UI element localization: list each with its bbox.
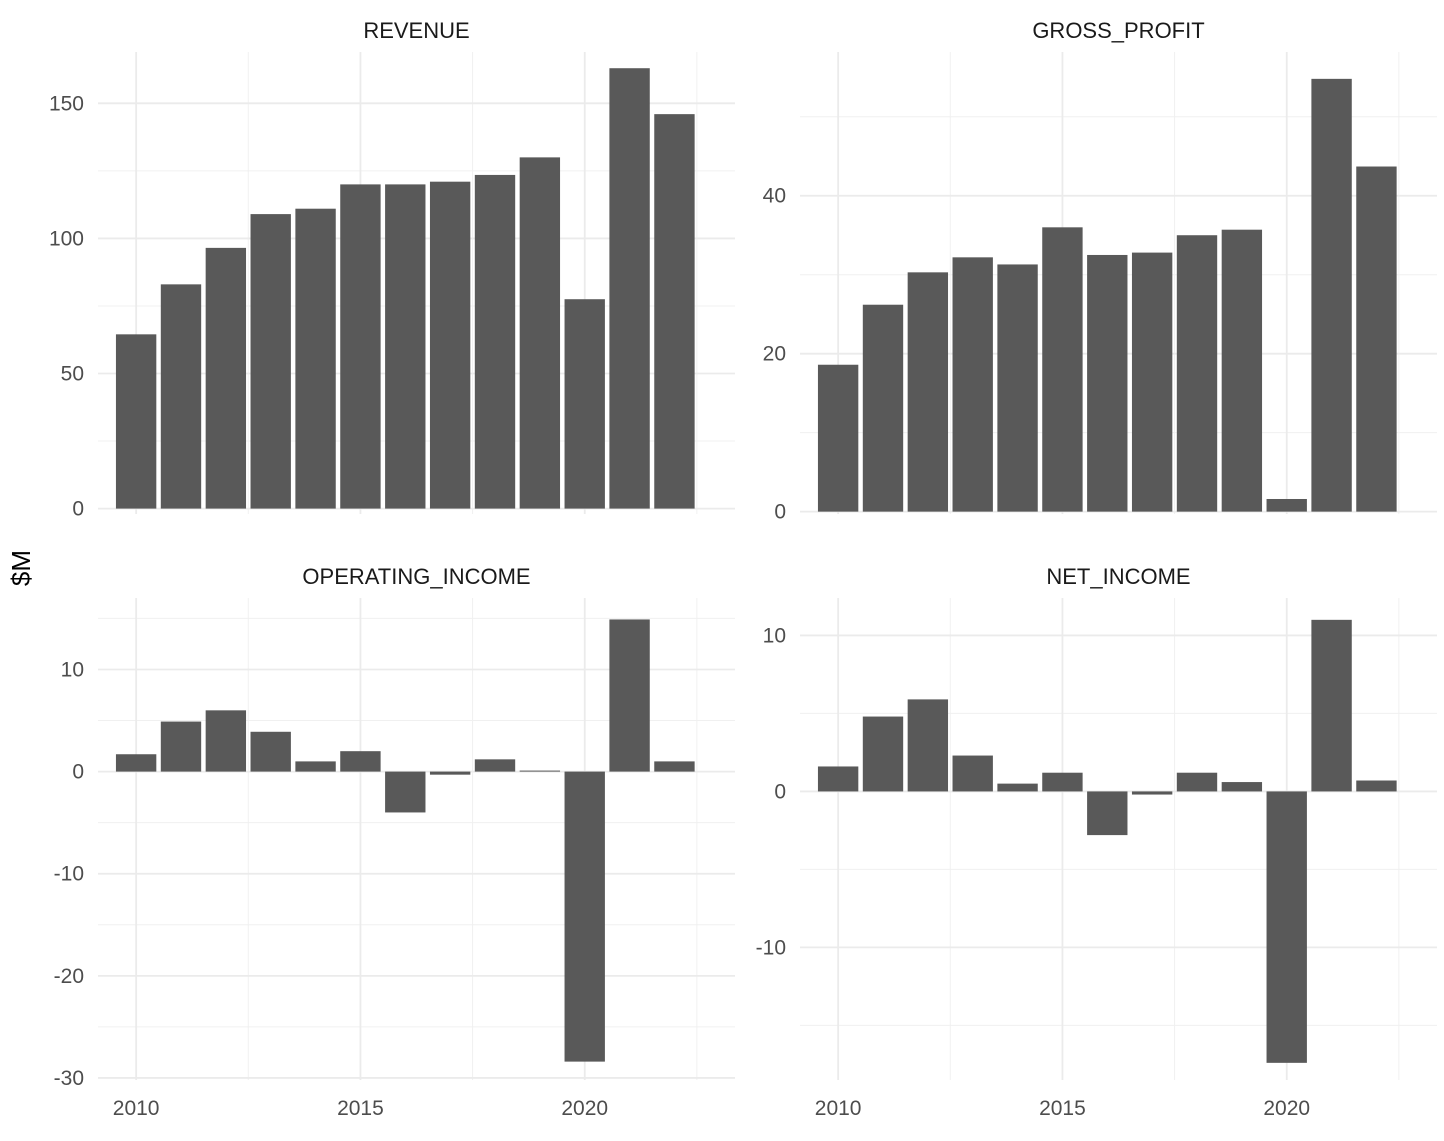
x-tick-label: 2020 (561, 1097, 608, 1120)
bar-2018 (1176, 772, 1218, 792)
panel-gross-profit: 0 20 40 GROSS_PROFIT (763, 18, 1437, 524)
panel-title: OPERATING_INCOME (302, 564, 530, 589)
bar-2014 (295, 761, 336, 772)
bar-2014 (295, 208, 336, 509)
bar-2011 (160, 284, 202, 509)
bar-2018 (474, 759, 516, 772)
panel-title: REVENUE (363, 18, 469, 43)
bar-2014 (997, 264, 1038, 512)
bar-2011 (160, 721, 202, 772)
bar-2017 (429, 181, 471, 509)
bar-2017 (1131, 252, 1173, 512)
bar-2021 (609, 68, 650, 509)
y-tick-label: -10 (54, 863, 84, 886)
bar-2016 (385, 771, 426, 813)
bar-2010 (817, 766, 859, 792)
panel-operating-income: -30 -20 -10 0 10 2010 2015 2020 OPERATING_INCOME (54, 564, 735, 1120)
bar-2016 (1087, 254, 1128, 512)
bar-2012 (205, 247, 247, 509)
y-tick-label: -20 (54, 965, 84, 988)
bar-2020 (1266, 498, 1307, 512)
y-tick-label: 150 (49, 92, 84, 115)
bar-2012 (205, 710, 247, 772)
bar-2022 (1356, 166, 1397, 512)
bar-2015 (1042, 227, 1083, 512)
bar-2019 (519, 770, 561, 772)
bar-2011 (862, 304, 904, 512)
bar-2014 (997, 783, 1038, 792)
bar-2017 (429, 771, 471, 775)
y-tick-label: 10 (61, 658, 84, 681)
bar-2013 (250, 731, 291, 772)
x-tick-label: 2010 (113, 1097, 160, 1120)
x-tick-label: 2010 (815, 1097, 862, 1120)
bar-2019 (1221, 782, 1263, 792)
panel-title: GROSS_PROFIT (1032, 18, 1204, 43)
y-tick-label: 20 (763, 343, 786, 366)
bar-2010 (115, 334, 157, 509)
bar-2019 (519, 157, 561, 509)
bar-2010 (115, 754, 157, 772)
bar-2013 (952, 257, 993, 512)
y-tick-label: -30 (54, 1067, 84, 1090)
bar-2021 (1311, 78, 1352, 512)
y-tick-label: 40 (763, 185, 786, 208)
y-tick-label: 0 (774, 780, 786, 803)
y-tick-label: 10 (763, 624, 786, 647)
bar-2022 (654, 761, 695, 772)
bar-2022 (1356, 780, 1397, 792)
bar-2020 (1266, 791, 1307, 1063)
bar-2018 (474, 174, 516, 509)
y-tick-label: 0 (72, 498, 84, 521)
bar-2018 (1176, 235, 1218, 512)
y-tick-label: 0 (72, 761, 84, 784)
bar-2015 (340, 751, 381, 772)
bar-2012 (907, 699, 949, 792)
bar-2017 (1131, 791, 1173, 795)
bar-2015 (1042, 772, 1083, 792)
panel-revenue: 0 50 100 150 REVENUE (49, 18, 735, 521)
bar-2010 (817, 364, 859, 512)
panel-title: NET_INCOME (1046, 564, 1190, 589)
bar-2016 (1087, 791, 1128, 836)
x-tick-label: 2015 (1039, 1097, 1086, 1120)
bar-2022 (654, 114, 695, 509)
y-tick-label: -10 (756, 936, 786, 959)
bar-2020 (564, 299, 605, 509)
y-tick-label: 50 (61, 363, 84, 386)
bar-2015 (340, 184, 381, 509)
bar-2013 (952, 755, 993, 792)
bar-2013 (250, 214, 291, 509)
y-tick-label: 100 (49, 227, 84, 250)
bar-2019 (1221, 229, 1263, 512)
x-tick-label: 2020 (1263, 1097, 1310, 1120)
x-tick-label: 2015 (337, 1097, 384, 1120)
bar-2016 (385, 184, 426, 509)
panel-net-income: -10 0 10 2010 2015 2020 NET_INCOME (756, 564, 1437, 1120)
y-tick-label: 0 (774, 501, 786, 524)
bar-2020 (564, 771, 605, 1062)
bar-2012 (907, 272, 949, 512)
bar-2021 (609, 619, 650, 772)
y-axis-label: $M (6, 550, 36, 586)
bar-2021 (1311, 619, 1352, 792)
bar-2011 (862, 716, 904, 792)
